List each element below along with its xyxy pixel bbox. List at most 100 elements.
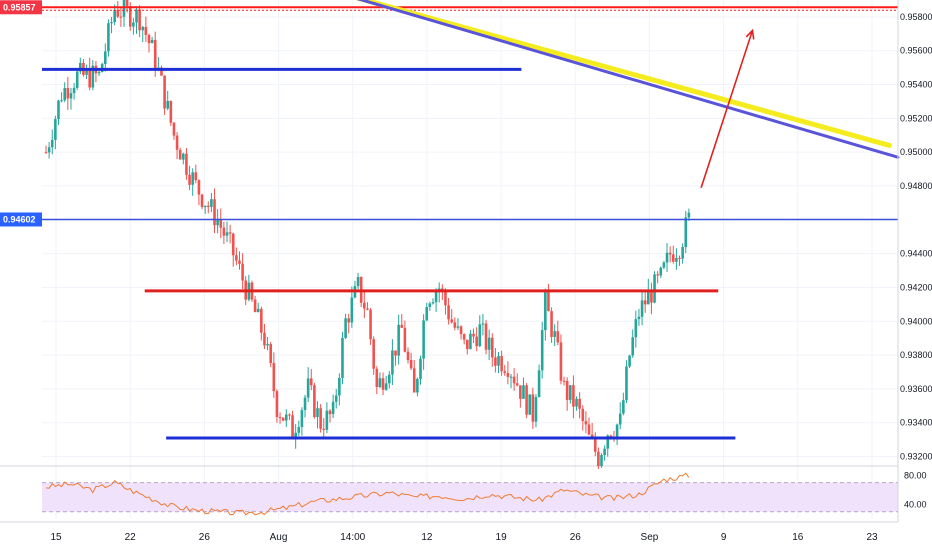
candle-body (487, 337, 491, 350)
candle-body (141, 26, 145, 31)
candle-body (344, 318, 347, 338)
candle-body (263, 332, 266, 346)
candle-body (272, 363, 276, 392)
candle-body (185, 153, 188, 175)
candle-body (97, 71, 101, 74)
candle-body (466, 339, 469, 350)
candle-body (47, 147, 51, 153)
candle-body (671, 254, 675, 262)
candle-body (216, 219, 219, 226)
candle-body (403, 327, 407, 352)
x-tick-label: 9 (721, 532, 727, 543)
candle-body (325, 410, 329, 430)
candle-body (618, 413, 622, 425)
candle-body (228, 232, 232, 234)
candle-body (534, 397, 538, 422)
candle-body (528, 394, 532, 415)
trendline-blue (356, 0, 900, 159)
candle-body (562, 380, 566, 382)
price-tag-label: 0.94602 (3, 214, 36, 224)
candle-body (334, 395, 338, 402)
candle-body (322, 428, 326, 430)
candle-body (225, 232, 229, 236)
candle-body (484, 323, 488, 350)
candle-body (519, 385, 522, 399)
candle-body (431, 302, 435, 304)
candle-body (687, 212, 691, 218)
candle-body (128, 5, 132, 27)
candle-body (197, 180, 201, 195)
x-tick-label: 26 (570, 532, 582, 543)
x-tick-label: 15 (50, 532, 62, 543)
rsi-band (42, 482, 898, 512)
candle-body (294, 432, 297, 439)
x-tick-label: Aug (270, 532, 288, 543)
price-tag (0, 0, 42, 15)
candle-body (634, 319, 638, 338)
candle-body (472, 333, 475, 337)
candle-body (281, 417, 285, 421)
candle-body (191, 172, 194, 185)
candle-body (628, 355, 631, 367)
candle-body (338, 377, 341, 396)
candle-body (572, 385, 575, 407)
candle-body (497, 356, 500, 366)
candle-body (625, 366, 628, 401)
candle-body (565, 380, 569, 400)
candle-body (647, 290, 650, 305)
candle-body (222, 227, 226, 236)
candle-body (659, 267, 663, 276)
candle-body (163, 75, 166, 109)
y-tick-label: 0.93400 (900, 418, 932, 428)
candle-body (256, 308, 260, 313)
candle-body (235, 255, 238, 261)
candle-body (453, 322, 457, 328)
y-tick-label: 0.93800 (900, 350, 932, 360)
candle-body (316, 408, 319, 418)
y-tick-label: 0.95600 (900, 46, 932, 56)
candle-body (284, 414, 288, 421)
candle-body (469, 333, 472, 350)
candle-body (378, 378, 382, 388)
candle-body (103, 51, 107, 64)
candle-body (347, 318, 351, 323)
y-tick-label: 0.95800 (900, 12, 932, 22)
candle-body (631, 337, 635, 356)
candle-body (622, 400, 625, 414)
candle-body (675, 257, 678, 262)
candle-body (665, 252, 669, 263)
candle-body (416, 378, 419, 393)
candle-body (200, 194, 204, 207)
candle-body (475, 336, 478, 347)
candle-body (553, 331, 556, 337)
candle-body (119, 16, 123, 18)
candle-body (266, 344, 269, 346)
price-tag-label: 0.95857 (3, 2, 36, 12)
rsi-tick-label: 40.00 (904, 499, 927, 509)
candle-body (291, 415, 294, 439)
candle-body (66, 87, 70, 99)
candle-body (515, 383, 519, 386)
candle-body (559, 342, 563, 381)
candle-body (593, 437, 597, 452)
x-tick-label: 26 (199, 532, 211, 543)
candle-body (422, 320, 425, 359)
candle-body (540, 330, 544, 371)
candle-body (172, 122, 176, 136)
candle-body (303, 397, 307, 411)
candle-body (182, 153, 185, 160)
candle-body (556, 331, 560, 343)
candle-body (428, 303, 432, 308)
candle-body (132, 22, 135, 27)
candle-body (606, 435, 610, 449)
candle-body (653, 274, 656, 303)
candle-body (381, 378, 385, 390)
rsi-panel (0, 465, 898, 516)
x-tick-label: 23 (866, 532, 878, 543)
candle-body (522, 385, 525, 399)
x-tick-label: 16 (792, 532, 804, 543)
candle-body (447, 305, 450, 320)
candle-body (91, 65, 95, 88)
candle-body (150, 40, 154, 44)
